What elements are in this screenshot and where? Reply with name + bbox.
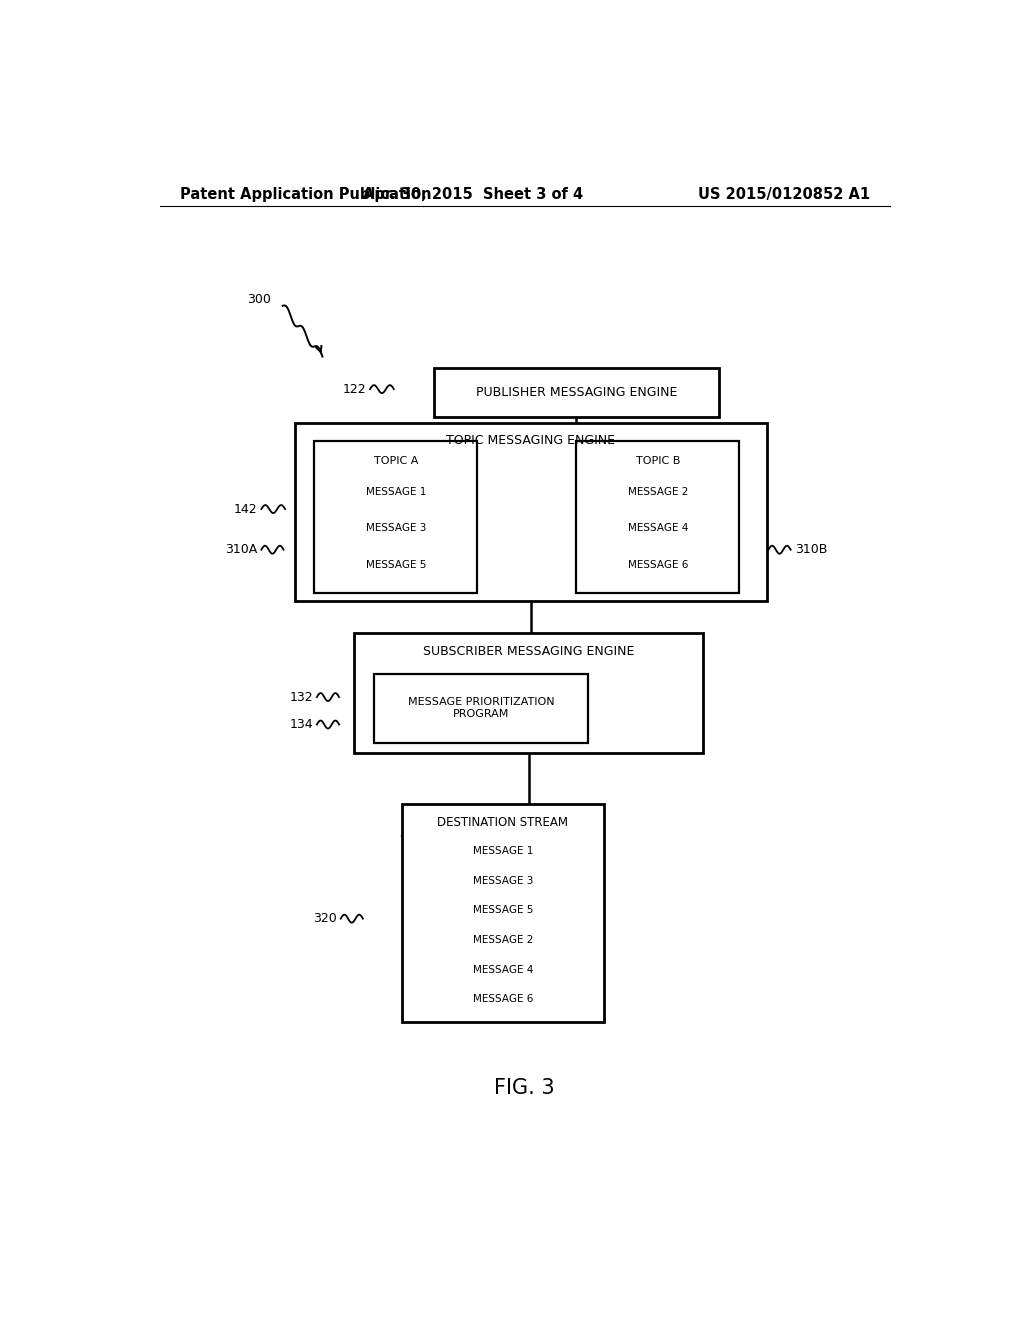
Text: MESSAGE 4: MESSAGE 4 [473, 965, 534, 974]
Text: MESSAGE 2: MESSAGE 2 [628, 487, 688, 496]
Text: Patent Application Publication: Patent Application Publication [179, 187, 431, 202]
Text: 122: 122 [342, 383, 367, 396]
Text: 310A: 310A [225, 544, 257, 556]
Text: MESSAGE 2: MESSAGE 2 [473, 935, 534, 945]
Text: MESSAGE 6: MESSAGE 6 [628, 560, 688, 570]
Bar [295, 422, 767, 601]
Text: MESSAGE 5: MESSAGE 5 [366, 560, 426, 570]
Text: DESTINATION STREAM: DESTINATION STREAM [437, 816, 568, 829]
Text: SUBSCRIBER MESSAGING ENGINE: SUBSCRIBER MESSAGING ENGINE [423, 645, 635, 657]
Text: Apr. 30, 2015  Sheet 3 of 4: Apr. 30, 2015 Sheet 3 of 4 [364, 187, 584, 202]
Bar [577, 441, 739, 594]
Text: 134: 134 [290, 718, 313, 731]
Text: 320: 320 [313, 912, 337, 925]
Bar [374, 673, 588, 743]
Bar [433, 368, 719, 417]
Text: MESSAGE PRIORITIZATION
PROGRAM: MESSAGE PRIORITIZATION PROGRAM [408, 697, 554, 719]
Bar [401, 804, 604, 1022]
Text: MESSAGE 6: MESSAGE 6 [473, 994, 534, 1005]
Text: 310B: 310B [795, 544, 827, 556]
Text: MESSAGE 1: MESSAGE 1 [473, 846, 534, 857]
Text: TOPIC B: TOPIC B [636, 457, 680, 466]
Text: TOPIC MESSAGING ENGINE: TOPIC MESSAGING ENGINE [446, 434, 615, 447]
Text: PUBLISHER MESSAGING ENGINE: PUBLISHER MESSAGING ENGINE [476, 385, 677, 399]
Text: 300: 300 [247, 293, 270, 306]
Text: MESSAGE 4: MESSAGE 4 [628, 523, 688, 533]
Text: MESSAGE 3: MESSAGE 3 [473, 875, 534, 886]
Text: MESSAGE 1: MESSAGE 1 [366, 487, 426, 496]
Text: 142: 142 [233, 503, 257, 516]
Text: TOPIC A: TOPIC A [374, 457, 418, 466]
Text: MESSAGE 5: MESSAGE 5 [473, 906, 534, 916]
Bar [314, 441, 477, 594]
Text: MESSAGE 3: MESSAGE 3 [366, 523, 426, 533]
Text: US 2015/0120852 A1: US 2015/0120852 A1 [698, 187, 870, 202]
Text: FIG. 3: FIG. 3 [495, 1078, 555, 1098]
Text: 132: 132 [290, 690, 313, 704]
Bar [354, 634, 703, 752]
